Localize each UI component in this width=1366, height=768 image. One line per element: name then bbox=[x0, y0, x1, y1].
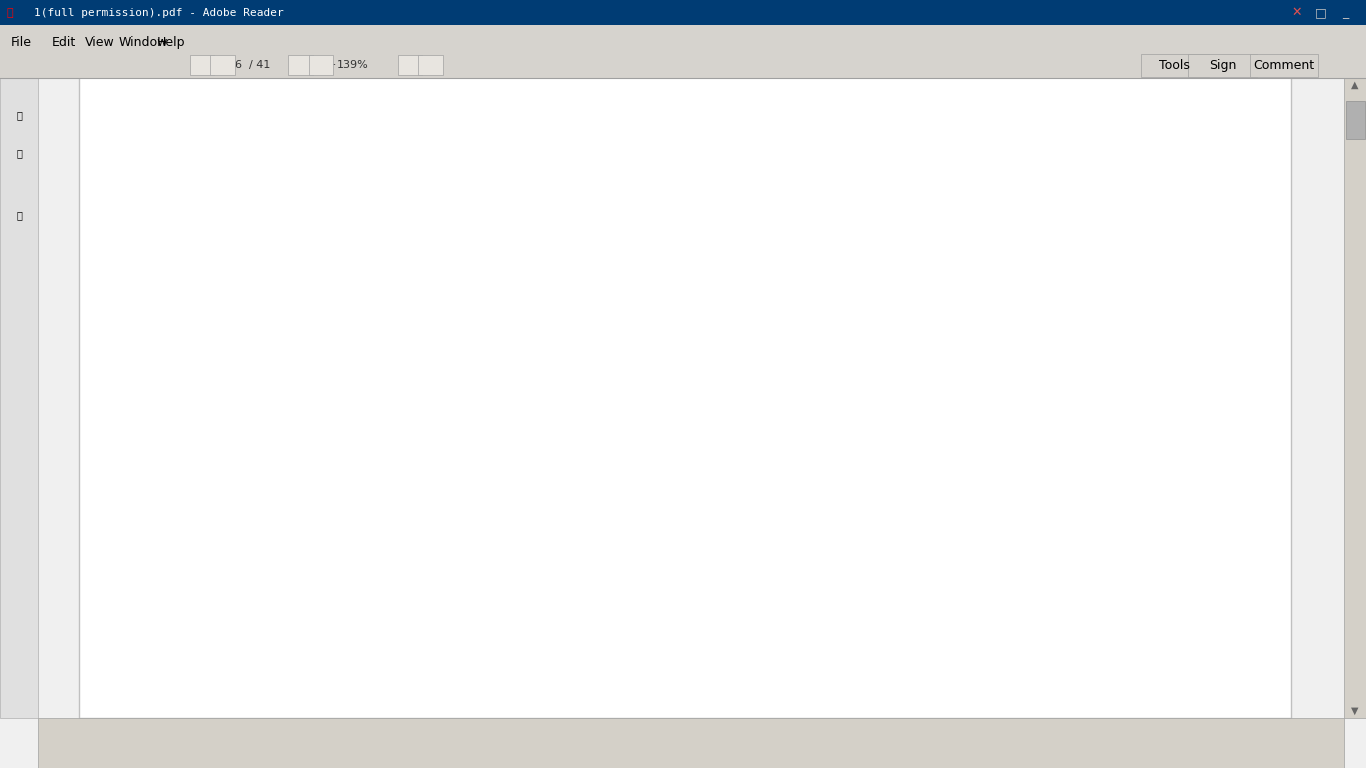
FancyBboxPatch shape bbox=[79, 61, 1291, 718]
FancyBboxPatch shape bbox=[1346, 101, 1365, 139]
Text: 1: 1 bbox=[392, 215, 403, 233]
FancyBboxPatch shape bbox=[398, 55, 422, 75]
Text: Window: Window bbox=[119, 36, 168, 48]
FancyBboxPatch shape bbox=[309, 55, 333, 75]
Text: Belongs: Belongs bbox=[605, 433, 680, 452]
Text: Apply: Apply bbox=[350, 433, 403, 452]
Text: M: M bbox=[392, 296, 406, 315]
Text: File: File bbox=[11, 36, 31, 48]
FancyBboxPatch shape bbox=[210, 55, 235, 75]
Text: +: + bbox=[328, 60, 336, 71]
Text: Student: Student bbox=[869, 564, 949, 583]
FancyBboxPatch shape bbox=[294, 318, 458, 376]
Text: N: N bbox=[392, 531, 404, 548]
Text: Help: Help bbox=[157, 36, 186, 48]
Polygon shape bbox=[540, 396, 744, 488]
Text: Branch: Branch bbox=[340, 338, 411, 356]
FancyBboxPatch shape bbox=[0, 78, 38, 718]
FancyBboxPatch shape bbox=[828, 318, 992, 376]
Text: 📎: 📎 bbox=[16, 148, 22, 159]
Polygon shape bbox=[540, 528, 744, 620]
Text: ◀: ◀ bbox=[208, 60, 216, 71]
FancyBboxPatch shape bbox=[1344, 78, 1366, 718]
Text: 139%: 139% bbox=[336, 60, 369, 71]
FancyBboxPatch shape bbox=[1141, 54, 1209, 77]
Text: 1: 1 bbox=[492, 330, 501, 348]
Text: Edit: Edit bbox=[52, 36, 76, 48]
FancyBboxPatch shape bbox=[38, 718, 1344, 768]
Polygon shape bbox=[540, 301, 744, 393]
Text: View: View bbox=[85, 36, 115, 48]
Text: □: □ bbox=[1315, 6, 1326, 19]
Text: 6  / 41: 6 / 41 bbox=[235, 60, 270, 71]
Text: _: _ bbox=[1343, 6, 1348, 19]
FancyBboxPatch shape bbox=[0, 25, 1366, 78]
Polygon shape bbox=[273, 396, 478, 488]
Text: M: M bbox=[828, 527, 843, 545]
FancyBboxPatch shape bbox=[294, 545, 458, 602]
FancyBboxPatch shape bbox=[0, 0, 1366, 25]
Text: Department: Department bbox=[316, 174, 437, 192]
Text: 📎: 📎 bbox=[16, 110, 22, 121]
Text: 1(full permission).pdf - Adobe Reader: 1(full permission).pdf - Adobe Reader bbox=[34, 8, 284, 18]
Text: 🔴: 🔴 bbox=[7, 8, 14, 18]
FancyBboxPatch shape bbox=[1188, 54, 1257, 77]
Text: Selected: Selected bbox=[602, 564, 683, 583]
Polygon shape bbox=[273, 216, 478, 308]
Text: —: — bbox=[306, 60, 317, 71]
FancyBboxPatch shape bbox=[418, 55, 443, 75]
Text: ▼: ▼ bbox=[1351, 705, 1359, 716]
Text: Courses: Courses bbox=[869, 338, 949, 356]
FancyBboxPatch shape bbox=[294, 154, 458, 212]
Text: ▶: ▶ bbox=[228, 60, 236, 71]
Text: ✕: ✕ bbox=[1291, 6, 1302, 19]
FancyBboxPatch shape bbox=[828, 545, 992, 602]
Text: Have: Have bbox=[352, 253, 400, 270]
Text: Sign: Sign bbox=[1209, 59, 1236, 71]
Text: Tools: Tools bbox=[1160, 59, 1190, 71]
Text: 1: 1 bbox=[492, 392, 501, 410]
Text: Applicant: Applicant bbox=[328, 564, 423, 583]
FancyBboxPatch shape bbox=[288, 55, 313, 75]
FancyBboxPatch shape bbox=[190, 55, 214, 75]
FancyBboxPatch shape bbox=[1250, 54, 1318, 77]
Text: M: M bbox=[392, 389, 406, 407]
Text: Comment: Comment bbox=[1254, 59, 1314, 71]
Text: 1: 1 bbox=[497, 557, 508, 574]
Text: Offers: Offers bbox=[613, 338, 672, 356]
Text: M: M bbox=[772, 330, 787, 348]
Text: 1: 1 bbox=[765, 557, 776, 574]
Text: ▲: ▲ bbox=[1351, 80, 1359, 91]
Text: 📎: 📎 bbox=[16, 210, 22, 220]
